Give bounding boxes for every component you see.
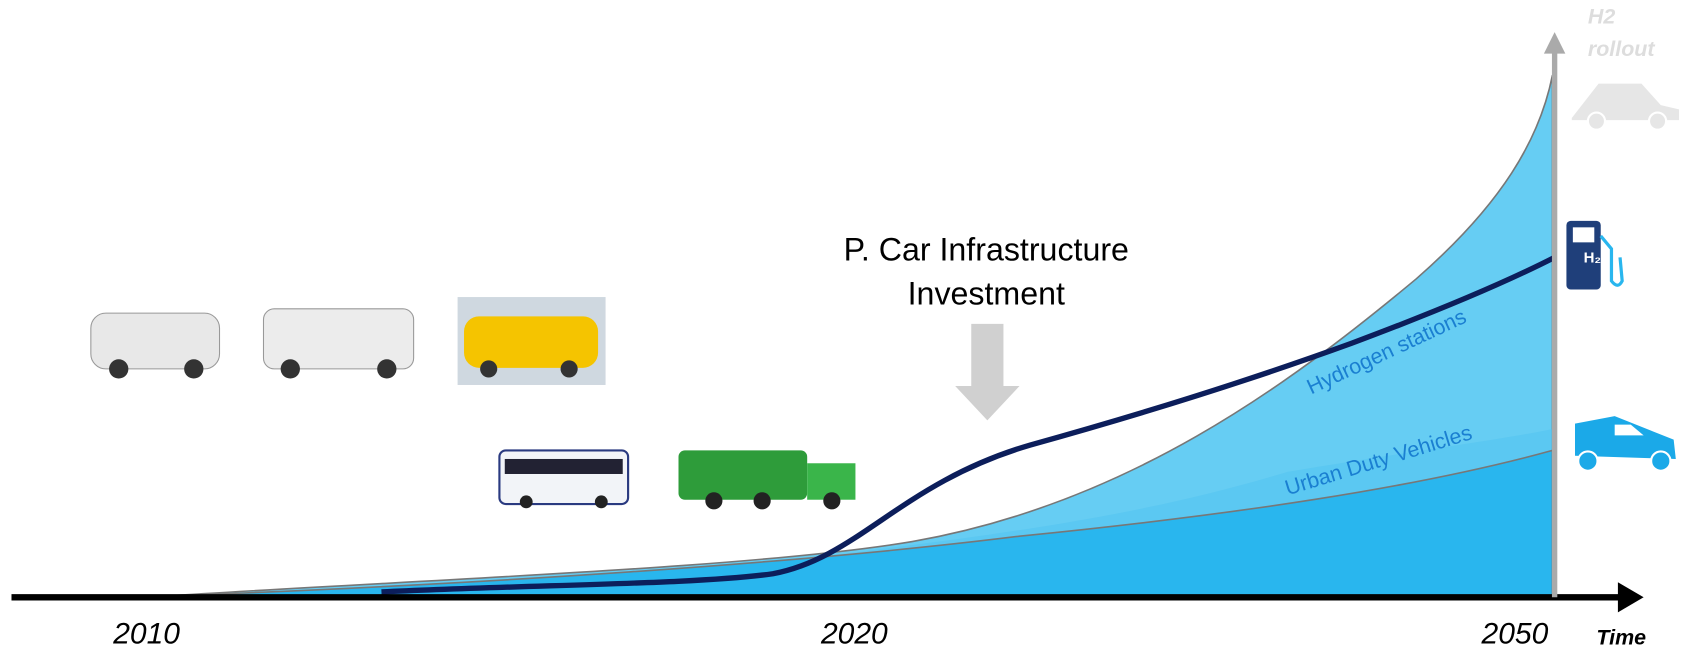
station-label: H₂ xyxy=(1584,250,1601,267)
x-label: 2050 xyxy=(1481,617,1549,650)
y-axis-title: rollout xyxy=(1588,37,1656,61)
page: H₂ P. Car Infrastructure Investment Tota… xyxy=(0,0,1683,652)
y-axis-title: H2 xyxy=(1588,5,1615,29)
annotation-line: P. Car Infrastructure xyxy=(844,232,1129,268)
investment-arrow xyxy=(955,324,1019,421)
annotation-line: Investment xyxy=(908,276,1065,312)
x-label: 2010 xyxy=(112,617,180,650)
x-axis-arrow xyxy=(1618,582,1644,612)
y-axis-arrow xyxy=(1544,32,1565,53)
diagram: H₂ P. Car Infrastructure Investment Tota… xyxy=(0,0,1683,652)
x-axis-title: Time xyxy=(1596,625,1646,649)
x-label: 2020 xyxy=(820,617,888,650)
